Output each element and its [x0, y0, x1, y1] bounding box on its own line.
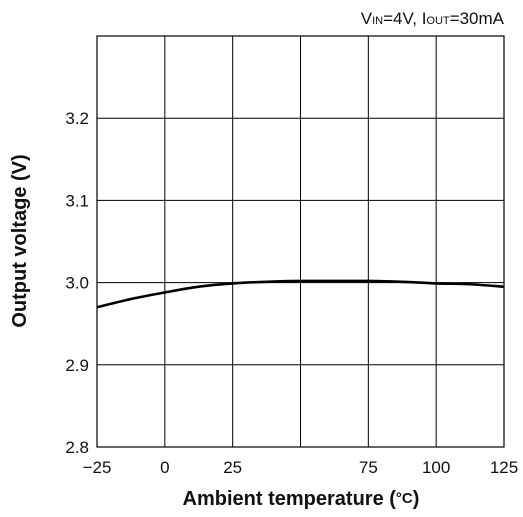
- y-tick-label: 3.0: [65, 274, 89, 293]
- x-tick-label: 75: [359, 458, 378, 477]
- x-tick-label: 25: [223, 458, 242, 477]
- x-axis-label: Ambient temperature (°C): [183, 488, 420, 510]
- y-tick-label: 3.2: [65, 109, 89, 128]
- y-axis-label: Output voltage (V): [9, 154, 31, 327]
- x-tick-label: 100: [422, 458, 450, 477]
- y-tick-label: 3.1: [65, 191, 89, 210]
- x-tick-label: −25: [83, 458, 112, 477]
- condition-annotation: VIN=4V, IOUT=30mA: [361, 9, 505, 28]
- x-tick-label: 0: [160, 458, 169, 477]
- grid-lines: [97, 36, 504, 447]
- plot-frame: [96, 35, 505, 448]
- x-tick-label: 125: [490, 458, 518, 477]
- y-tick-label: 2.9: [65, 356, 89, 375]
- y-tick-labels: 2.8 2.9 3.0 3.1 3.2: [65, 109, 89, 457]
- y-tick-label: 2.8: [65, 438, 89, 457]
- x-tick-labels: −25 0 25 75 100 125: [83, 458, 519, 477]
- output-voltage-line: [96, 279, 505, 309]
